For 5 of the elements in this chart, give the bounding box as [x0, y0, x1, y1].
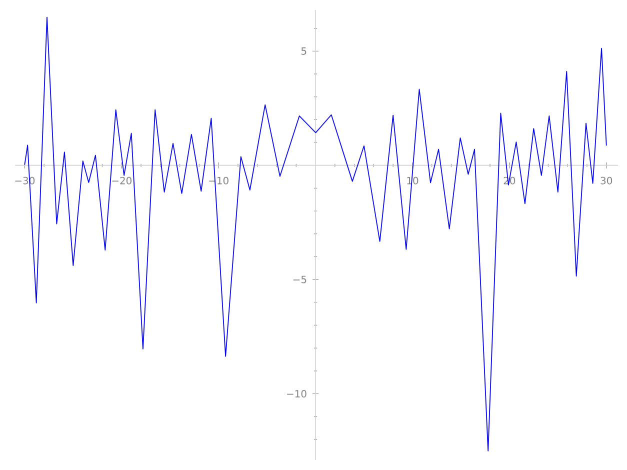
y-tick-label: 5 [301, 47, 306, 55]
x-tick-label: −20 [112, 176, 132, 184]
y-tick-label: −5 [293, 276, 306, 284]
x-tick-label: 30 [600, 176, 612, 184]
y-tick-label: −10 [287, 390, 306, 398]
